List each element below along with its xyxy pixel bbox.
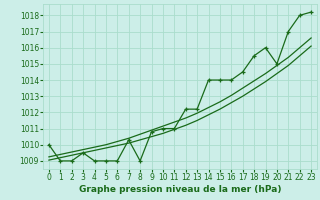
X-axis label: Graphe pression niveau de la mer (hPa): Graphe pression niveau de la mer (hPa) bbox=[79, 185, 281, 194]
